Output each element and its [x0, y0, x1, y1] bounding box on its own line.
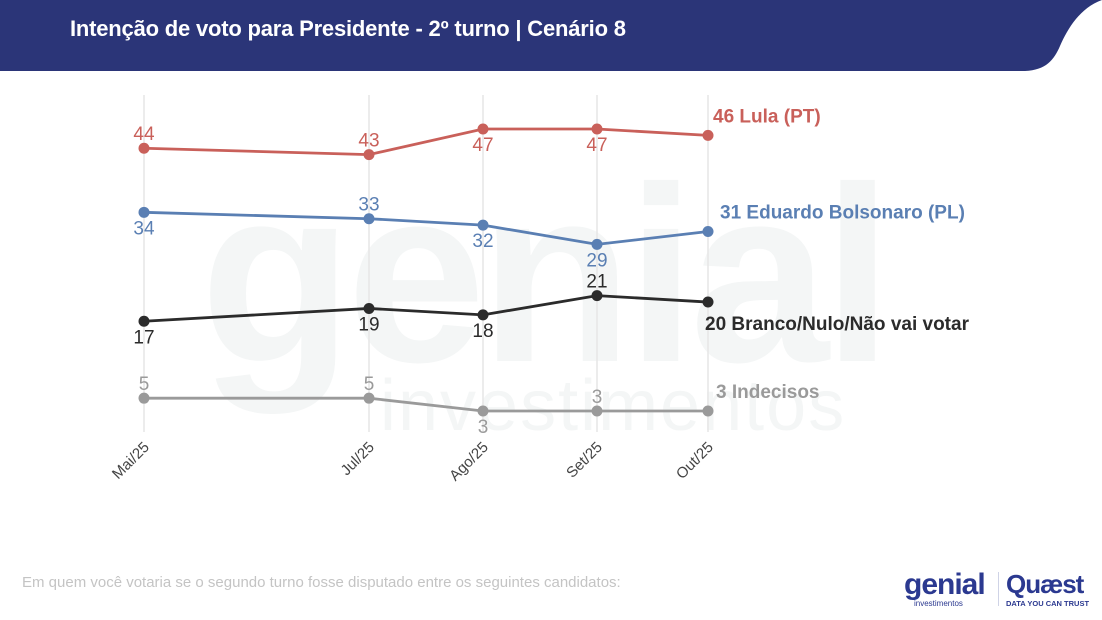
- data-point: [477, 405, 489, 417]
- data-label: 32: [472, 231, 493, 252]
- series-line: [143, 210, 709, 246]
- data-point: [591, 123, 603, 135]
- series-end-label: 46 Lula (PT): [713, 106, 821, 127]
- data-point: [363, 149, 375, 161]
- series-line: [143, 294, 709, 323]
- x-tick-label: Out/25: [673, 439, 717, 483]
- quaest-logo: Quæst: [1006, 569, 1084, 599]
- data-label: 17: [133, 327, 154, 348]
- data-label: 3: [592, 387, 603, 408]
- page-title: Intenção de voto para Presidente - 2º tu…: [70, 16, 626, 41]
- genial-logo: genial: [904, 568, 986, 601]
- data-point: [477, 219, 489, 231]
- x-tick-label: Jul/25: [338, 439, 378, 479]
- header-banner: Intenção de voto para Presidente - 2º tu…: [0, 0, 1102, 72]
- data-label: 34: [133, 218, 155, 239]
- data-point: [591, 405, 603, 417]
- data-point: [702, 226, 714, 238]
- logo-divider: [998, 572, 999, 606]
- series-indecisos: 5 5 3 3 3 Indecisos: [138, 374, 820, 438]
- data-point: [138, 206, 150, 218]
- x-tick-label: Set/25: [563, 439, 606, 482]
- series-line: [144, 396, 708, 413]
- data-label: 18: [472, 321, 493, 342]
- data-label: 5: [139, 374, 150, 395]
- data-label: 29: [586, 250, 607, 271]
- genial-logo-sub: investimentos: [914, 599, 963, 608]
- data-label: 44: [133, 124, 155, 145]
- data-label: 19: [358, 314, 379, 335]
- series-eduardo-bolsonaro-pl-: 34 33 32 29 31 Eduardo Bolsonaro (PL): [133, 195, 964, 272]
- data-label: 33: [358, 195, 379, 216]
- data-point: [363, 392, 375, 404]
- x-tick-label: Ago/25: [446, 439, 492, 485]
- series-line: [143, 127, 709, 157]
- series-lula-pt-: 44 43 47 47 46 Lula (PT): [133, 106, 821, 161]
- x-tick-label: Mai/25: [109, 439, 153, 483]
- header-background: [0, 0, 1102, 71]
- data-point: [477, 309, 489, 321]
- series-branco-nulo-n-o-vai-votar: 17 19 18 21 20 Branco/Nulo/Não vai votar: [133, 272, 969, 349]
- grid-lines: [143, 95, 709, 432]
- data-label: 43: [358, 131, 379, 152]
- data-point: [138, 392, 150, 404]
- data-point: [702, 296, 714, 308]
- question-footnote: Em quem você votaria se o segundo turno …: [22, 574, 621, 591]
- watermark-logo: genial: [200, 135, 892, 414]
- series-end-label: 31 Eduardo Bolsonaro (PL): [720, 203, 965, 224]
- quaest-logo-sub: DATA YOU CAN TRUST: [1006, 599, 1090, 608]
- data-label: 5: [364, 374, 375, 395]
- data-point: [138, 142, 150, 154]
- data-point: [477, 123, 489, 135]
- data-point: [702, 129, 714, 141]
- brand-logos: genial investimentos Quæst DATA YOU CAN …: [900, 568, 1095, 612]
- data-point: [363, 302, 375, 314]
- data-point: [591, 238, 603, 250]
- data-label: 21: [586, 272, 607, 293]
- series-end-label: 20 Branco/Nulo/Não vai votar: [705, 314, 970, 335]
- x-axis-ticks: Mai/25 Jul/25 Ago/25 Set/25 Out/25: [109, 439, 717, 485]
- series-end-label: 3 Indecisos: [716, 382, 820, 403]
- data-point: [363, 213, 375, 225]
- data-label: 47: [586, 135, 607, 156]
- data-label: 3: [478, 417, 489, 438]
- data-label: 47: [472, 135, 493, 156]
- data-point: [138, 315, 150, 327]
- data-point: [591, 290, 603, 302]
- data-point: [702, 405, 714, 417]
- watermark-logo-sub: investimentos: [380, 366, 847, 446]
